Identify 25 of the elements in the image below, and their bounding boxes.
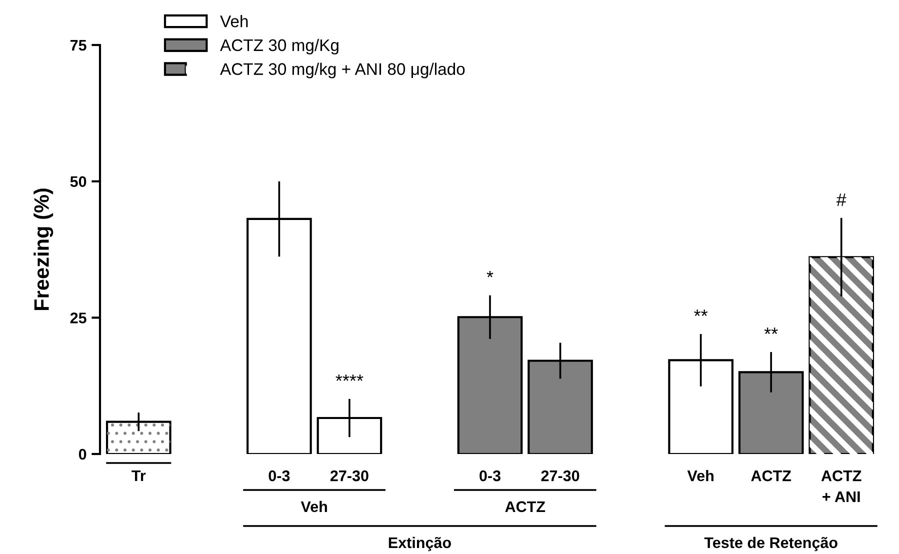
x-tick-label: 0-3 [268,470,290,482]
data-label: ** [764,328,778,334]
x-tick-label: 27-30 [541,470,580,482]
data-label: # [836,194,846,206]
x-tick-label: ACTZ [751,470,792,482]
legend-label: Veh [220,15,248,28]
x-tick-label: 27-30 [330,470,368,482]
x-tick-label: Tr [132,470,146,481]
y-tick-label: 50 [70,176,86,188]
x-tick-label: Veh [687,470,714,482]
text: Teste de Retenção [704,536,838,552]
y-tick-label: 0 [78,448,86,460]
y-tick-label: 75 [70,40,86,51]
legend-label: ACTZ 30 mg/kg + ANI 80 μg/lado [220,62,465,78]
data-label: ** [694,310,708,316]
text: ACTZ [505,501,546,512]
x-tick-label: ACTZ + ANI [821,470,862,502]
text: Extinção [388,536,451,552]
y-tick-label: 25 [70,312,86,324]
text: Veh [300,500,327,512]
y-axis-title: Freezing (%) [34,188,54,310]
data-label: * [486,270,494,278]
legend-label: ACTZ 30 mg/Kg [220,38,338,54]
data-label: **** [336,374,364,381]
x-tick-label: 0-3 [480,470,500,482]
